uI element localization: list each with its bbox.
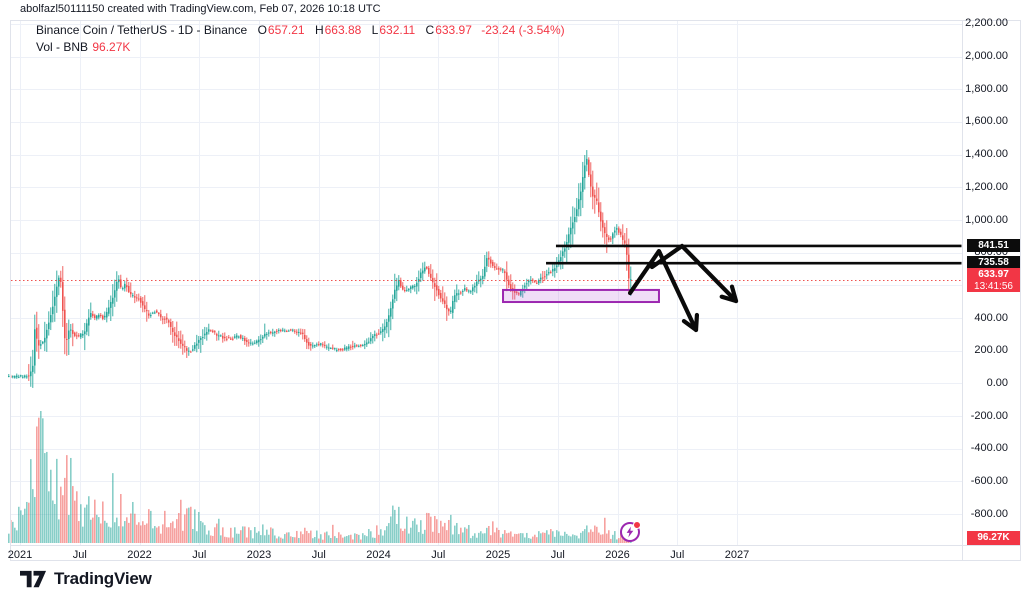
lightning-bolt-icon <box>626 526 634 538</box>
legend-row-symbol: Binance Coin / TetherUS - 1D - Binance O… <box>36 22 565 39</box>
price-axis-label: -800.00 <box>970 507 1008 520</box>
price-level-badge-841-text: 841.51 <box>978 239 1009 251</box>
volume-legend-label: Vol - BNB <box>36 40 89 54</box>
last-price-value: 633.97 <box>978 269 1009 281</box>
ohlc-low-label: L <box>371 23 379 37</box>
time-axis-label: 2025 <box>485 549 511 561</box>
lightning-refresh-icon[interactable] <box>620 521 641 542</box>
volume-badge-text: 96.27K <box>977 532 1010 543</box>
tradingview-logo[interactable]: TradingView <box>20 569 152 589</box>
price-level-badge-735: 735.58 <box>967 256 1020 270</box>
symbol-legend: Binance Coin / TetherUS - 1D - Binance O… <box>36 22 565 56</box>
time-axis-label: 2021 <box>7 549 33 561</box>
legend-row-volume: Vol - BNB 96.27K <box>36 39 565 56</box>
time-axis-label: 2023 <box>246 549 272 561</box>
price-axis-label: 400.00 <box>974 311 1008 324</box>
price-axis-label: 1,400.00 <box>965 148 1008 161</box>
ohlc-open-value: 657.21 <box>267 23 305 37</box>
time-axis-label: 2027 <box>724 549 750 561</box>
footer: TradingView <box>0 562 1024 600</box>
price-axis-label: -200.00 <box>970 409 1008 422</box>
notification-dot <box>633 521 641 529</box>
price-level-badge-841: 841.51 <box>967 238 1020 252</box>
last-price-badge: 633.97 13:41:56 <box>967 268 1020 293</box>
time-axis-label: Jul <box>72 549 87 561</box>
price-axis-label: 1,800.00 <box>965 82 1008 95</box>
price-level-badge-735-text: 735.58 <box>978 257 1009 269</box>
ohlc-open-label: O <box>257 23 267 37</box>
time-axis-label: Jul <box>670 549 685 561</box>
tradingview-logo-text: TradingView <box>54 569 152 588</box>
time-axis-label: 2026 <box>605 549 630 561</box>
ohlc-high-label: H <box>314 23 324 37</box>
price-axis-label: 0.00 <box>986 376 1008 389</box>
ohlc-high-value: 663.88 <box>324 23 362 37</box>
ohlc-low-value: 632.11 <box>379 23 416 37</box>
price-axis-label: 1,000.00 <box>965 213 1008 226</box>
bar-countdown-timer: 13:41:56 <box>974 281 1013 293</box>
ohlc-close-value: 633.97 <box>435 23 472 37</box>
price-axis-label: 2,200.00 <box>965 17 1008 30</box>
price-axis-label: 1,200.00 <box>965 180 1008 193</box>
tradingview-logo-icon <box>20 570 47 587</box>
price-axis-label: -600.00 <box>970 474 1008 487</box>
ohlc-close-label: C <box>425 23 435 37</box>
time-axis-label: Jul <box>311 549 326 561</box>
symbol-title[interactable]: Binance Coin / TetherUS - 1D - Binance <box>36 23 248 37</box>
time-axis-label: Jul <box>192 549 207 561</box>
volume-legend-value: 96.27K <box>92 40 131 54</box>
time-axis-label: 2022 <box>127 549 152 561</box>
price-axis-label: -400.00 <box>970 442 1008 455</box>
volume-badge: 96.27K <box>967 531 1020 545</box>
price-axis-label: 2,000.00 <box>965 50 1008 63</box>
time-axis-label: Jul <box>550 549 565 561</box>
price-axis-label: 1,600.00 <box>965 115 1008 128</box>
ohlc-change-value: -23.24 (-3.54%) <box>481 23 565 37</box>
price-axis-label: 200.00 <box>974 344 1008 357</box>
time-axis-label: Jul <box>431 549 446 561</box>
time-axis-label: 2024 <box>366 549 391 561</box>
